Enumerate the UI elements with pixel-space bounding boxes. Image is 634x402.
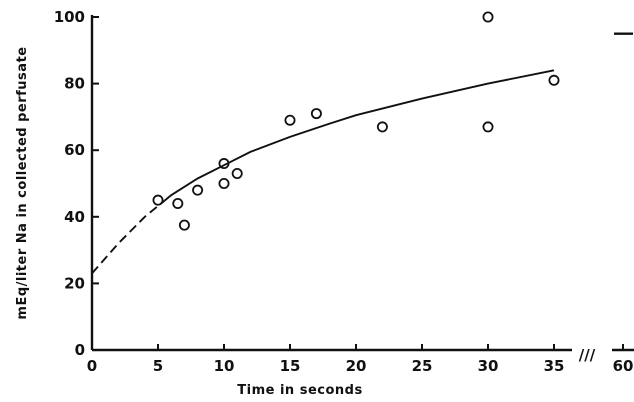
data-point-8 (310, 108, 322, 120)
data-point-11 (482, 121, 494, 133)
x-tick-label-0: 0 (87, 357, 97, 375)
axes (90, 15, 634, 352)
y-tick-label-60: 60 (64, 141, 85, 159)
axis-break-marks: /// (579, 346, 596, 364)
data-point-6 (231, 168, 243, 180)
x-tick-label-30: 30 (478, 357, 499, 375)
data-point-10 (482, 11, 494, 23)
x-tick-label-35: 35 (544, 357, 565, 375)
y-tick-label-20: 20 (64, 274, 85, 292)
ticks: 0 20 40 60 80 100 0 5 10 15 20 25 30 35 (54, 8, 624, 375)
x-axis-title: Time in seconds (237, 383, 362, 398)
x-tick-label-20: 20 (346, 357, 367, 375)
x-tick-label-60: 60 (613, 357, 634, 375)
data-point-4 (218, 158, 230, 170)
x-tick-label-15: 15 (280, 357, 301, 375)
data-point-7 (284, 114, 296, 126)
x-tick-label-10: 10 (214, 357, 235, 375)
fit-curve (91, 32, 633, 275)
data-point-12 (548, 74, 560, 86)
x-tick-label-5: 5 (153, 357, 163, 375)
data-point-9 (376, 121, 388, 133)
data-point-0 (152, 194, 164, 206)
data-point-5 (218, 177, 230, 189)
data-point-1 (172, 197, 184, 209)
y-tick-label-80: 80 (64, 75, 85, 93)
fit-curve-dashed (91, 199, 166, 275)
y-tick-label-0: 0 (75, 341, 85, 359)
data-point-2 (178, 219, 190, 231)
y-axis-title: mEq/liter Na in collected perfusate (15, 46, 30, 319)
x-tick-label-25: 25 (412, 357, 433, 375)
fit-curve-solid (163, 69, 555, 202)
data-points (152, 11, 560, 231)
y-tick-label-100: 100 (54, 8, 85, 26)
data-point-3 (192, 184, 204, 196)
y-tick-label-40: 40 (64, 208, 85, 226)
